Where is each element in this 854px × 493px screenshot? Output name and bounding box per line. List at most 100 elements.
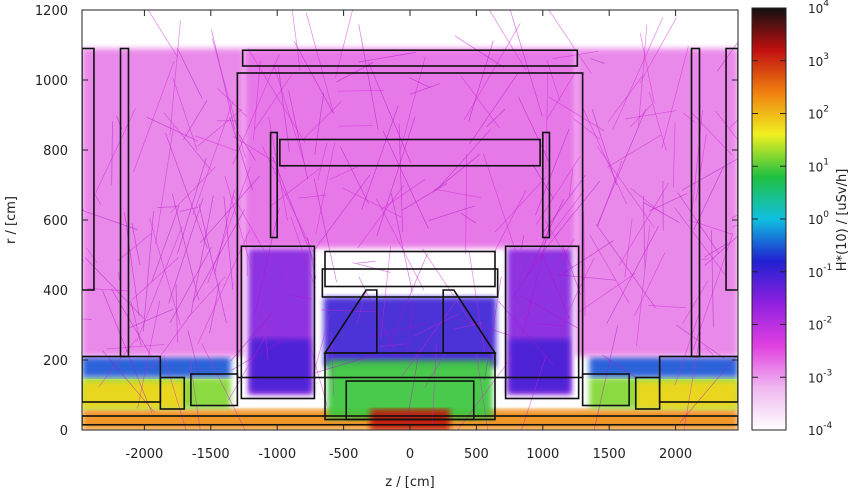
particle-track bbox=[398, 123, 403, 233]
particle-track bbox=[93, 192, 102, 206]
particle-track bbox=[384, 253, 428, 354]
particle-track bbox=[583, 212, 586, 316]
particle-track bbox=[304, 327, 328, 407]
particle-track bbox=[486, 108, 506, 128]
particle-track bbox=[431, 343, 437, 428]
particle-track bbox=[110, 288, 151, 356]
y-tick-label: 800 bbox=[43, 144, 68, 159]
colorbar-tick-label: 10-3 bbox=[808, 368, 832, 385]
y-tick-label: 1200 bbox=[35, 4, 68, 19]
particle-track bbox=[607, 134, 662, 168]
particle-track bbox=[155, 125, 175, 244]
particle-track bbox=[406, 300, 415, 351]
particle-track bbox=[168, 197, 204, 304]
particle-track bbox=[198, 204, 227, 324]
dose-region-right-outer-plug bbox=[635, 381, 738, 409]
particle-track bbox=[157, 206, 178, 208]
y-tick-label: 1000 bbox=[35, 74, 68, 89]
geometry-central-middle-box bbox=[321, 268, 499, 298]
particle-track bbox=[695, 133, 707, 201]
particle-track bbox=[313, 313, 331, 375]
particle-track bbox=[409, 83, 441, 95]
particle-track bbox=[421, 248, 475, 328]
x-tick-label: 1500 bbox=[593, 447, 626, 462]
particle-track bbox=[401, 183, 448, 211]
colorbar-tick-label: 10-4 bbox=[808, 421, 833, 438]
particle-track bbox=[703, 242, 729, 258]
particle-track bbox=[546, 60, 561, 102]
particle-track bbox=[163, 355, 187, 430]
particle-track bbox=[376, 116, 416, 237]
dose-map bbox=[82, 48, 738, 430]
particle-track bbox=[117, 233, 152, 262]
particle-track bbox=[569, 168, 574, 196]
particle-track bbox=[494, 176, 547, 233]
particle-track bbox=[561, 244, 582, 296]
y-axis-title: r / [cm] bbox=[4, 196, 19, 244]
particle-track bbox=[195, 135, 237, 152]
particle-track bbox=[305, 12, 334, 113]
particle-track bbox=[254, 207, 280, 315]
geometry-right-plug bbox=[634, 376, 661, 410]
particle-track bbox=[291, 10, 301, 71]
particle-track bbox=[356, 260, 376, 264]
particle-track bbox=[172, 77, 198, 151]
particle-track bbox=[246, 234, 248, 277]
particle-tracks bbox=[82, 10, 738, 430]
particle-track bbox=[554, 181, 601, 237]
geometry-outer-hall-frame bbox=[236, 72, 584, 379]
particle-track bbox=[691, 109, 703, 212]
y-axis: 0 200 400 600 800 1000 1200 bbox=[35, 4, 738, 439]
particle-track bbox=[314, 93, 325, 156]
particle-track bbox=[545, 71, 549, 169]
particle-track bbox=[197, 108, 243, 147]
particle-track bbox=[192, 209, 245, 302]
dose-region-upper-hall-left bbox=[82, 48, 245, 357]
particle-track bbox=[189, 359, 201, 430]
particle-track bbox=[358, 24, 379, 130]
particle-track bbox=[356, 289, 367, 325]
particle-track bbox=[677, 192, 720, 254]
particle-track bbox=[674, 312, 700, 386]
geometry-left-plug bbox=[159, 376, 186, 410]
particle-track bbox=[465, 154, 468, 254]
particle-track bbox=[661, 46, 689, 149]
particle-track bbox=[672, 122, 676, 188]
particle-track bbox=[607, 74, 644, 123]
particle-track bbox=[357, 185, 404, 249]
particle-track bbox=[552, 50, 599, 60]
particle-track bbox=[151, 313, 192, 369]
particle-track bbox=[229, 116, 253, 191]
colorbar-title: H*(10) / [uSv/h] bbox=[835, 169, 850, 272]
particle-track bbox=[186, 276, 226, 319]
particle-track bbox=[368, 62, 412, 164]
dose-region-central-cone bbox=[323, 297, 497, 367]
particle-track bbox=[525, 231, 560, 274]
dose-region-right-toroid-core bbox=[509, 339, 570, 392]
particle-track bbox=[253, 60, 261, 141]
particle-track bbox=[688, 219, 733, 235]
particle-track bbox=[683, 332, 702, 430]
particle-track bbox=[342, 187, 402, 218]
particle-track bbox=[247, 48, 306, 144]
particle-track bbox=[200, 175, 260, 243]
particle-track bbox=[390, 193, 413, 293]
particle-track bbox=[111, 121, 113, 185]
particle-track bbox=[290, 216, 316, 289]
geometry-left-inner-shield bbox=[190, 373, 239, 407]
colorbar-tick-label: 100 bbox=[808, 210, 829, 227]
particle-track bbox=[137, 300, 161, 409]
particle-track bbox=[434, 188, 482, 199]
particle-track bbox=[232, 195, 266, 253]
particle-track bbox=[228, 321, 275, 401]
particle-track bbox=[231, 339, 285, 371]
particle-track bbox=[284, 267, 288, 285]
particle-track bbox=[590, 58, 605, 64]
particle-track bbox=[361, 105, 399, 211]
particle-track bbox=[177, 48, 203, 99]
particle-track bbox=[674, 207, 728, 278]
x-tick-label: -500 bbox=[329, 447, 359, 462]
dose-region-right-shield-upper bbox=[589, 356, 738, 378]
particle-track bbox=[519, 294, 578, 329]
particle-track bbox=[179, 206, 199, 212]
